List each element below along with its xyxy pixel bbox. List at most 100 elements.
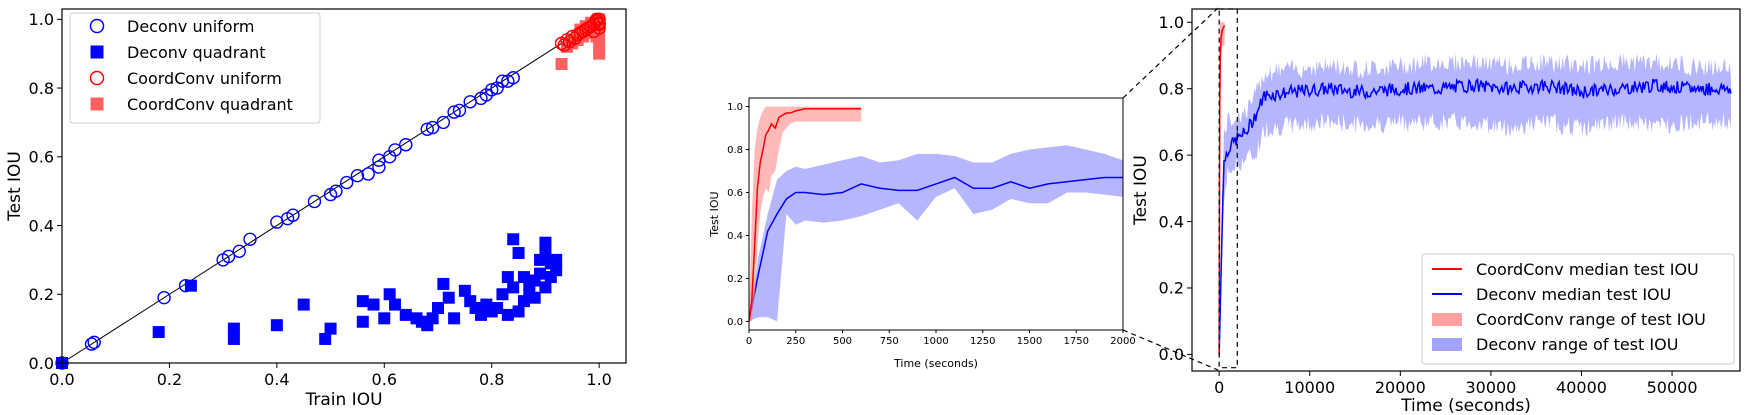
inset-x-tick-label: 1000: [923, 336, 948, 347]
point-deconv-quadrant: [539, 281, 552, 294]
point-deconv-quadrant: [458, 284, 471, 297]
inset-y-axis-label: Test IOU: [708, 191, 721, 237]
legend-patch-coordconv-range: [1432, 313, 1462, 326]
point-deconv-quadrant: [399, 308, 412, 321]
scatter-x-tick-label: 0.6: [372, 370, 397, 389]
point-deconv-uniform: [350, 168, 365, 183]
full-x-tick-label: 30000: [1465, 378, 1516, 397]
point-deconv-quadrant: [442, 291, 455, 304]
inset-x-tick-label: 1250: [970, 336, 995, 347]
full-x-tick-label: 0: [1214, 378, 1224, 397]
legend-label-coordconv-quadrant: CoordConv quadrant: [127, 95, 293, 114]
scatter-legend: Deconv uniform Deconv quadrant CoordConv…: [69, 12, 321, 124]
inset-deconv-median-line: [749, 176, 1123, 322]
full-y-tick-label: 0.6: [1159, 146, 1184, 165]
inset-coordconv-median-line: [749, 107, 862, 322]
point-deconv-quadrant: [534, 267, 547, 280]
full-y-tick-label: 0.2: [1159, 279, 1184, 298]
inset-plot-area: [749, 106, 1123, 322]
point-deconv-quadrant: [501, 308, 514, 321]
inset-ticks: 0 250 500 750 1000 1250 1500 1750 2000 0.0 0.2 0.4 0…: [727, 102, 1136, 347]
legend-marker-deconv-uniform: [89, 18, 105, 34]
inset-y-tick-label: 1.0: [727, 102, 743, 113]
scatter-axes-frame: [61, 8, 627, 364]
point-deconv-uniform: [436, 115, 451, 130]
point-deconv-quadrant: [512, 247, 525, 260]
scatter-y-tick-label: 1.0: [29, 10, 54, 29]
legend-patch-deconv-range: [1432, 338, 1462, 351]
point-deconv-uniform: [339, 175, 354, 190]
inset-y-tick-label: 0.6: [727, 188, 743, 199]
full-x-tick-label: 20000: [1375, 378, 1426, 397]
point-deconv-quadrant: [152, 326, 165, 339]
scatter-y-tick-label: 0.4: [29, 216, 54, 235]
point-deconv-uniform: [420, 122, 434, 136]
point-deconv-quadrant: [227, 332, 240, 345]
point-deconv-uniform: [388, 143, 402, 157]
scatter-panel: 0.0 0.2 0.4 0.6 0.8 1.0 0.0 0.2 0.4 0.6 0.8 1.0 Tra…: [5, 8, 627, 410]
inset-x-tick-label: 0: [746, 336, 752, 347]
point-coordconv-uniform: [557, 38, 571, 52]
inset-x-tick-label: 2000: [1110, 336, 1135, 347]
inset-deconv-range-band: [749, 145, 1123, 322]
inset-panel: 0 250 500 750 1000 1250 1500 1750 2000 0.0 0.2 0.4 0…: [708, 97, 1136, 370]
point-deconv-quadrant: [378, 312, 391, 325]
full-legend-box: [1421, 253, 1735, 365]
scatter-y-tick-label: 0.0: [29, 354, 54, 373]
inset-y-tick-label: 0.8: [727, 145, 743, 156]
inset-x-axis-label: Time (seconds): [893, 357, 978, 370]
legend-label-deconv-quadrant: Deconv quadrant: [127, 43, 266, 62]
point-deconv-quadrant: [474, 308, 487, 321]
point-deconv-uniform: [178, 278, 193, 293]
full-y-tick-label: 0.0: [1159, 345, 1184, 364]
full-ticks: 0 10000 20000 30000 40000 50000 0.0 0.2 0.4 0.6 0.…: [1159, 13, 1698, 397]
point-deconv-quadrant: [534, 253, 547, 266]
inset-coordconv-range-band: [749, 106, 862, 322]
inset-x-tick-label: 250: [786, 336, 805, 347]
legend-label-coordconv-uniform: CoordConv uniform: [127, 69, 282, 88]
inset-x-tick-label: 500: [833, 336, 852, 347]
point-deconv-uniform: [506, 71, 520, 85]
scatter-ticks: 0.0 0.2 0.4 0.6 0.8 1.0 0.0 0.2 0.4 0.6 0.8 1.0: [29, 10, 612, 389]
inset-y-tick-label: 0.2: [727, 274, 743, 285]
legend-label-deconv-uniform: Deconv uniform: [127, 17, 254, 36]
full-y-axis-label: Test IOU: [1131, 155, 1151, 226]
scatter-y-tick-label: 0.8: [29, 79, 54, 98]
scatter-x-tick-label: 1.0: [586, 370, 611, 389]
point-deconv-quadrant: [550, 253, 563, 266]
point-deconv-uniform: [329, 184, 343, 198]
full-deconv-median-line: [1218, 77, 1732, 355]
point-deconv-quadrant: [367, 298, 380, 311]
scatter-legend-box: [69, 12, 321, 124]
point-deconv-quadrant: [297, 298, 310, 311]
scatter-x-tick-label: 0.2: [157, 370, 182, 389]
legend-marker-coordconv-quadrant: [90, 97, 104, 111]
point-coordconv-uniform: [592, 17, 606, 32]
point-deconv-quadrant: [356, 315, 369, 328]
zoom-connector-top: [1122, 7, 1219, 99]
scatter-x-tick-label: 0.0: [49, 370, 74, 389]
point-deconv-quadrant: [512, 305, 525, 318]
point-deconv-uniform: [425, 120, 440, 135]
legend-label-coordconv-range: CoordConv range of test IOU: [1476, 310, 1706, 329]
point-deconv-quadrant: [356, 295, 369, 308]
scatter-x-axis-label: Train IOU: [304, 390, 382, 410]
point-deconv-quadrant: [426, 312, 439, 325]
scatter-x-tick-label: 0.8: [479, 370, 504, 389]
point-deconv-quadrant: [539, 247, 552, 260]
full-y-tick-label: 0.8: [1159, 79, 1184, 98]
point-deconv-uniform: [485, 83, 499, 97]
inset-y-tick-label: 0.4: [727, 231, 743, 242]
point-deconv-quadrant: [324, 322, 337, 335]
point-deconv-quadrant: [448, 312, 461, 325]
point-deconv-uniform: [243, 232, 257, 246]
point-deconv-uniform: [372, 160, 386, 174]
point-deconv-uniform: [87, 335, 101, 350]
inset-x-tick-label: 1500: [1017, 336, 1042, 347]
point-deconv-uniform: [221, 249, 236, 264]
scatter-y-tick-label: 0.6: [29, 148, 54, 167]
full-x-tick-label: 50000: [1647, 378, 1698, 397]
point-deconv-quadrant: [507, 281, 520, 294]
scatter-y-tick-label: 0.2: [29, 285, 54, 304]
full-x-tick-label: 40000: [1556, 378, 1607, 397]
